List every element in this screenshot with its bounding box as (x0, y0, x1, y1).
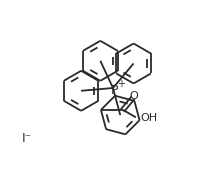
Text: OH: OH (140, 113, 157, 123)
Text: I⁻: I⁻ (22, 131, 32, 144)
Text: +: + (117, 79, 125, 89)
Text: P: P (111, 83, 119, 96)
Text: O: O (129, 91, 138, 101)
